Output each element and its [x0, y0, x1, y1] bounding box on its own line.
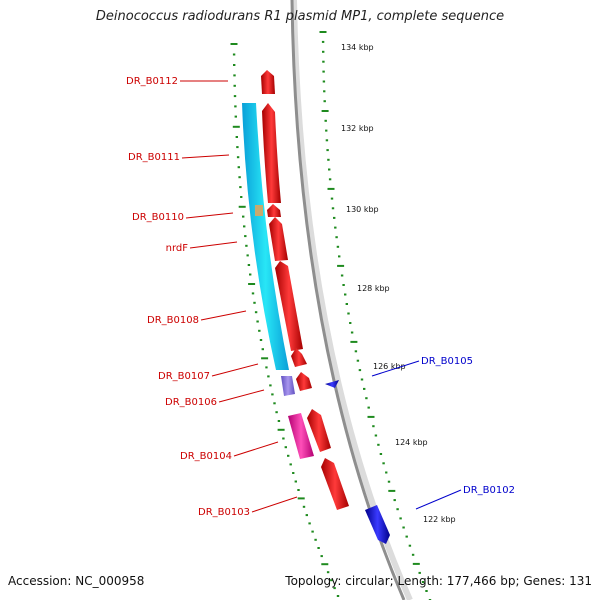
tan-feature-marker — [255, 205, 263, 216]
cyan-feature-bar — [242, 103, 289, 370]
gene-label-nrdf: nrdF — [166, 243, 189, 254]
tick-label: 124 kbp — [395, 438, 428, 447]
cds-arrow-b0112 — [261, 70, 275, 94]
cds-arrow-b0108 — [275, 261, 303, 351]
plasmid-backbone — [290, 0, 406, 601]
tick-label: 122 kbp — [423, 515, 456, 524]
gene-label-dr-b0110: DR_B0110 — [132, 212, 184, 223]
summary-text: Topology: circular; Length: 177,466 bp; … — [285, 574, 592, 588]
cds-arrow-b0104 — [307, 409, 331, 452]
tick-label: 132 kbp — [341, 124, 374, 133]
gene-label-dr-b0104: DR_B0104 — [180, 451, 232, 462]
cds-arrow-b0105 — [325, 380, 339, 388]
cds-arrow-nrdF — [269, 217, 288, 261]
gene-label-dr-b0111: DR_B0111 — [128, 152, 180, 163]
gene-label-dr-b0105: DR_B0105 — [421, 356, 473, 367]
gene-label-dr-b0108: DR_B0108 — [147, 315, 199, 326]
gene-label-dr-b0107: DR_B0107 — [158, 371, 210, 382]
gene-label-dr-b0106: DR_B0106 — [165, 397, 217, 408]
inner-tick-track — [230, 43, 340, 597]
cds-arrow-b0102 — [365, 505, 390, 544]
forward-gene-labels: DR_B0112 DR_B0111 DR_B0110 nrdF DR_B0108… — [126, 76, 298, 518]
gene-label-dr-b0103: DR_B0103 — [198, 507, 250, 518]
cds-arrow-b0110 — [267, 204, 281, 217]
gene-label-dr-b0112: DR_B0112 — [126, 76, 178, 87]
gene-label-dr-b0102: DR_B0102 — [463, 485, 515, 496]
cds-arrow-b0111 — [262, 103, 281, 203]
magenta-feature-bar — [288, 413, 314, 459]
reverse-gene-labels: DR_B0105 DR_B0102 — [371, 356, 515, 510]
tick-label: 126 kbp — [373, 362, 406, 371]
cds-arrow-b0106 — [296, 372, 312, 391]
accession-text: Accession: NC_000958 — [8, 574, 145, 588]
map-title: Deinococcus radiodurans R1 plasmid MP1, … — [95, 9, 505, 24]
tick-label: 128 kbp — [357, 284, 390, 293]
cds-arrow-b0107a — [291, 348, 307, 367]
tick-label: 130 kbp — [346, 205, 379, 214]
backbone-shadow — [291, 0, 413, 602]
tick-labels: 134 kbp 132 kbp 130 kbp 128 kbp 126 kbp … — [341, 43, 456, 524]
violet-feature-bar — [281, 376, 295, 396]
tick-label: 134 kbp — [341, 43, 374, 52]
cds-arrow-b0103 — [321, 458, 349, 510]
